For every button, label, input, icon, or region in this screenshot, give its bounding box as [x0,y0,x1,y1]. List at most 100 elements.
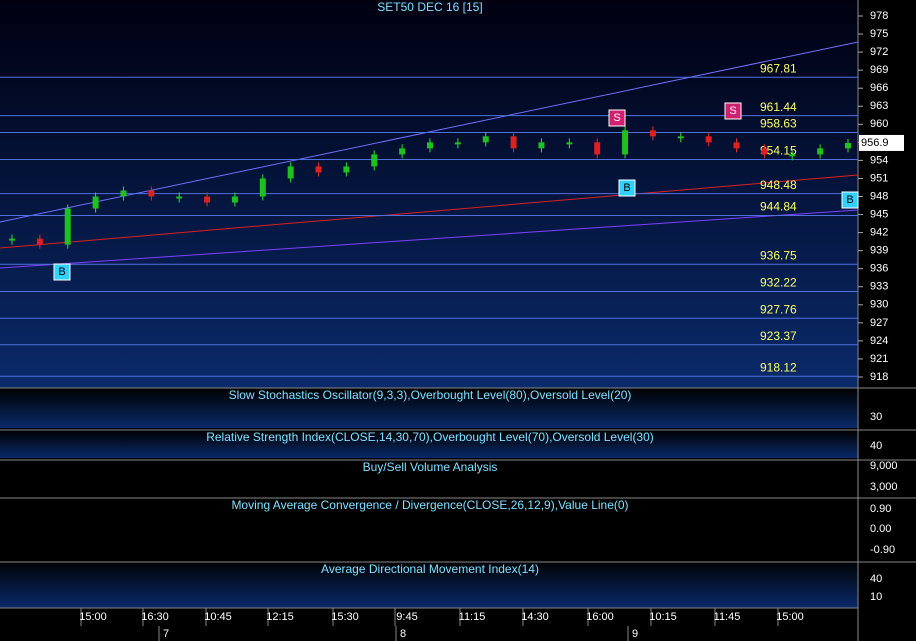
candle [204,196,211,203]
signal-box [618,179,636,197]
time-label: 12:15 [266,611,294,623]
trend-line [0,174,859,249]
candle [594,142,601,155]
candle [92,196,99,209]
panel-tick: 10 [870,591,882,603]
day-label: 8 [400,628,406,640]
panel-title: Buy/Sell Volume Analysis [363,460,498,474]
y-tick-label: 954 [870,154,888,166]
candle [315,166,322,173]
y-tick-label: 933 [870,281,888,293]
candle [399,148,406,155]
candle [761,148,768,155]
level-label: 958.63 [760,117,797,131]
time-label: 15:30 [331,611,359,623]
panel-title: Average Directional Movement Index(14) [321,562,539,576]
candle [649,130,656,137]
candle [259,178,266,197]
level-label: 923.37 [760,329,797,343]
time-label: 15:00 [776,611,804,623]
candle [120,190,127,197]
level-label: 936.75 [760,248,797,262]
trend-line [0,41,859,223]
candle [482,136,489,143]
y-tick-label: 930 [870,299,888,311]
last-price-box [859,134,904,151]
level-label: 927.76 [760,302,797,316]
panel-tick: 3,000 [870,481,898,493]
signal-label: B [846,194,853,206]
panel-tick: 0.90 [870,503,891,515]
level-label: 944.84 [760,200,797,214]
candle [789,154,796,157]
candle [454,142,461,145]
signal-label: S [613,112,620,124]
candle [510,136,517,149]
candle [176,196,183,199]
panel-tick: -0.90 [870,544,895,556]
time-label: 11:45 [714,611,741,623]
chart-title: SET50 DEC 16 [15] [377,0,482,14]
panel-tick: 40 [870,440,882,452]
candle [36,238,43,245]
panel-title: Relative Strength Index(CLOSE,14,30,70),… [206,430,654,444]
candle [733,142,740,149]
panel-title: Slow Stochastics Oscillator(9,3,3),Overb… [229,388,632,402]
level-label: 961.44 [760,100,797,114]
y-tick-label: 924 [870,335,888,347]
y-tick-label: 939 [870,245,888,257]
y-tick-label: 972 [870,46,888,58]
candle [538,142,545,149]
y-tick-label: 963 [870,100,888,112]
trend-line [0,209,859,269]
y-tick-label: 975 [870,28,888,40]
stoch-panel [0,388,858,428]
candle [231,196,238,203]
y-tick-label: 966 [870,82,888,94]
rsi-panel [0,430,858,458]
time-label: 10:15 [649,611,677,623]
time-label: 14:30 [521,611,549,623]
signal-box [53,263,71,281]
candle [371,154,378,167]
candle [9,238,15,241]
level-label: 967.81 [760,61,797,75]
level-label: 954.15 [760,144,797,158]
signal-label: B [623,182,630,194]
y-tick-label: 942 [870,227,888,239]
signal-label: B [58,266,65,278]
candle [287,166,294,179]
y-tick-label: 921 [870,353,888,365]
candle [622,130,629,155]
panel-tick: 30 [870,411,882,423]
time-label: 9:45 [396,611,417,623]
panel-tick: 0.00 [870,523,891,535]
y-tick-label: 936 [870,263,888,275]
signal-box [608,109,626,127]
panel-title: Moving Average Convergence / Divergence(… [231,498,628,512]
level-label: 918.12 [760,360,797,374]
y-tick-label: 945 [870,208,888,220]
signal-label: S [729,105,736,117]
signal-box [841,191,859,209]
panel-tick: 40 [870,573,882,585]
candle [677,136,684,139]
y-tick-label: 978 [870,10,888,22]
candle [343,166,350,173]
time-label: 16:00 [586,611,614,623]
y-tick-label: 969 [870,64,888,76]
candle [427,142,433,149]
candle [845,142,851,149]
candle [817,148,824,155]
last-price: 956.9 [861,137,889,149]
day-label: 9 [632,628,638,640]
y-tick-label: 918 [870,371,888,383]
level-label: 932.22 [760,276,797,290]
y-tick-label: 951 [870,172,888,184]
level-label: 948.48 [760,178,797,192]
time-label: 15:00 [79,611,107,623]
candle [148,190,155,197]
y-tick-label: 960 [870,118,888,130]
candle [566,142,573,145]
